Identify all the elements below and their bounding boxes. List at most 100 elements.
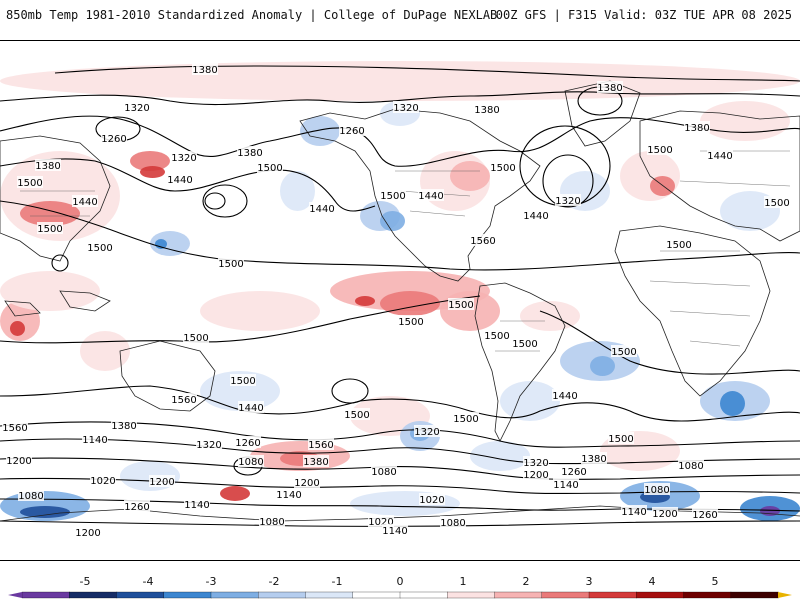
contour-label: 1380 — [581, 454, 606, 465]
colorbar-bin — [447, 591, 496, 599]
colorbar-bin — [352, 591, 401, 599]
contour-label-bg — [561, 465, 587, 477]
colorbar-bin — [636, 591, 685, 599]
anomaly-blob — [355, 296, 375, 306]
contour-label: 1380 — [684, 123, 709, 134]
contour-label-bg — [440, 516, 466, 528]
contour-label-bg — [149, 475, 175, 487]
anomaly-blob — [300, 116, 340, 146]
contour-label-bg — [238, 455, 264, 467]
anomaly-blob — [520, 301, 580, 331]
anomaly-blob — [80, 331, 130, 371]
contour-label-bg — [707, 149, 733, 161]
contour-label: 1440 — [238, 403, 263, 414]
contour-label: 1380 — [597, 83, 622, 94]
colorbar-bin — [541, 591, 590, 599]
colorbar-bin — [494, 591, 543, 599]
colorbar-max-arrow — [778, 592, 792, 598]
contour-label: 1320 — [523, 458, 548, 469]
anomaly-blob — [0, 301, 40, 341]
contour-label: 1080 — [371, 467, 396, 478]
colorbar-bin — [730, 591, 779, 599]
contour-label-bg — [238, 401, 264, 413]
contour-label-bg — [171, 393, 197, 405]
contour-label: 1440 — [309, 204, 334, 215]
colorbar-bin — [116, 591, 165, 599]
contour-label: 1500 — [512, 339, 537, 350]
contour-label: 1200 — [523, 470, 548, 481]
contour-label-bg — [371, 465, 397, 477]
contour-label: 1320 — [414, 427, 439, 438]
contour-label: 1320 — [196, 440, 221, 451]
contour-label: 1500 — [666, 240, 691, 251]
contour-label-bg — [647, 143, 673, 155]
anomaly-blob — [150, 231, 190, 256]
anomaly-blob — [280, 171, 315, 211]
contour-label-bg — [72, 195, 98, 207]
contour-label-bg — [621, 505, 647, 517]
contour-label-bg — [235, 436, 261, 448]
contour-label-bg — [276, 488, 302, 500]
contour-label-bg — [644, 483, 670, 495]
contour-label-bg — [75, 526, 101, 538]
contour-label-bg — [597, 81, 623, 93]
contour-label-bg — [553, 478, 579, 490]
contour-label-bg — [764, 196, 790, 208]
colorbar-tick-label: -3 — [206, 575, 217, 588]
contour-label-bg — [344, 408, 370, 420]
colorbar-tick-label: 5 — [712, 575, 719, 588]
contour-label-bg — [692, 508, 718, 520]
contour-label: 1500 — [453, 414, 478, 425]
anomaly-blob — [700, 101, 790, 141]
contour-label: 1500 — [17, 178, 42, 189]
contour-label-bg — [2, 421, 28, 433]
contour-label-bg — [171, 151, 197, 163]
coastline-eurasia — [639, 110, 800, 242]
contour-label: 1500 — [398, 317, 423, 328]
contour-label-bg — [237, 146, 263, 158]
anomaly-blob — [590, 356, 615, 376]
anomaly-map[interactable]: 1380 1320 1260 1320 1380 1440 1380 1500 1500 1440… — [0, 40, 800, 561]
contour-label-bg — [309, 202, 335, 214]
coastline-south-america — [474, 282, 566, 442]
contour-label: 1140 — [82, 435, 107, 446]
contour-label: 1500 — [257, 163, 282, 174]
contour-label: 1500 — [448, 300, 473, 311]
contour-label: 1320 — [124, 103, 149, 114]
contour-label: 1140 — [553, 480, 578, 491]
anomaly-blob — [220, 486, 250, 501]
contour-label: 1500 — [218, 259, 243, 270]
anomaly-shading — [0, 61, 800, 521]
contour-labels: 1380 1320 1260 1320 1380 1440 1380 1500 1500 1440… — [2, 63, 790, 539]
anomaly-blob — [500, 381, 560, 421]
contour-label: 1260 — [339, 126, 364, 137]
contour-label: 1020 — [368, 517, 393, 528]
contour-label-bg — [608, 432, 634, 444]
map-canvas: 1380 1320 1260 1320 1380 1440 1380 1500 1500 1440… — [0, 61, 800, 539]
contour-label-bg — [35, 159, 61, 171]
contour-label-bg — [419, 493, 445, 505]
contour-label: 1200 — [75, 528, 100, 539]
colorbar-ticks: -5 -4 -3 -2 -1 0 1 2 3 4 5 — [80, 575, 719, 588]
contour-label-bg — [124, 101, 150, 113]
contour-label: 1260 — [692, 510, 717, 521]
contour-label: 1320 — [171, 153, 196, 164]
contour-label-bg — [523, 209, 549, 221]
contour-label-bg — [294, 476, 320, 488]
contour-label-bg — [552, 389, 578, 401]
contour-label: 1440 — [523, 211, 548, 222]
contour-label: 1320 — [393, 103, 418, 114]
contour-label: 1440 — [707, 151, 732, 162]
contour-label-bg — [470, 234, 496, 246]
contour-label-bg — [611, 345, 637, 357]
contour-label-bg — [82, 433, 108, 445]
contour-label-bg — [512, 337, 538, 349]
contour-label-bg — [18, 489, 44, 501]
colorbar-tick-label: -2 — [269, 575, 280, 588]
map-title: 850mb Temp 1981-2010 Standardized Anomal… — [6, 8, 498, 22]
contour-label: 1200 — [6, 456, 31, 467]
colorbar-min-arrow — [8, 592, 22, 598]
contour-label: 1380 — [237, 148, 262, 159]
colorbar-bin — [163, 591, 212, 599]
contour-label-bg — [393, 101, 419, 113]
